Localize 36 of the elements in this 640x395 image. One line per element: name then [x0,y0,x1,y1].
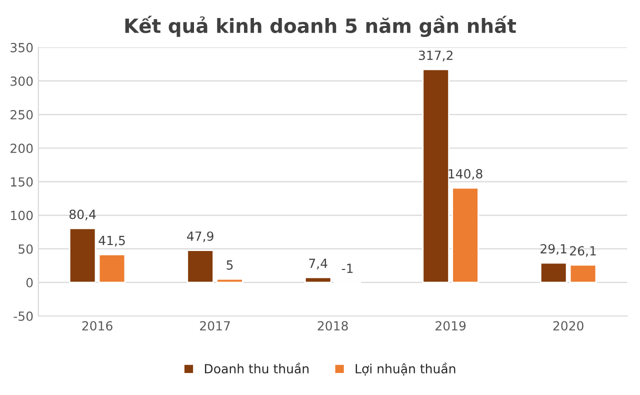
x-tick-label: 2020 [553,321,584,331]
y-tick-label: 100 [11,210,33,220]
x-tick-label: 2016 [82,321,112,331]
bar [304,276,332,284]
data-label: 7,4 [309,258,328,270]
data-label: 26,1 [570,246,596,257]
bar [422,68,450,284]
y-tick-label: 0 [26,278,33,288]
data-label: 80,4 [69,210,96,220]
y-tick-label: 250 [10,110,33,120]
x-tick-label: 2017 [200,321,230,331]
data-label: 140,8 [448,169,482,180]
y-tick-label: 350 [10,42,33,52]
data-label: 47,9 [187,231,214,242]
bar [186,250,214,284]
y-tick-label: 200 [10,144,33,154]
bar [98,254,126,284]
bar [216,278,244,284]
data-label: 29,1 [540,244,566,255]
y-tick-label: -50 [14,311,33,321]
chart-title: Kết quả kinh doanh 5 năm gần nhất [125,16,516,38]
bar [540,262,568,284]
bar [569,264,597,284]
legend-label: Doanh thu thuần [204,362,308,374]
data-label: 5 [226,260,233,270]
y-tick-label: 300 [10,76,33,86]
data-label: -1 [342,264,353,273]
bar [452,187,479,284]
y-tick-label: 150 [11,177,33,187]
data-label: 41,5 [98,236,125,246]
data-label: 317,2 [418,50,452,62]
bar [68,228,96,284]
x-tick-label: 2018 [318,321,348,331]
y-tick-label: 50 [18,244,33,254]
x-tick-label: 2019 [436,321,466,331]
legend-label: Lợi nhuận thuần [356,362,456,376]
